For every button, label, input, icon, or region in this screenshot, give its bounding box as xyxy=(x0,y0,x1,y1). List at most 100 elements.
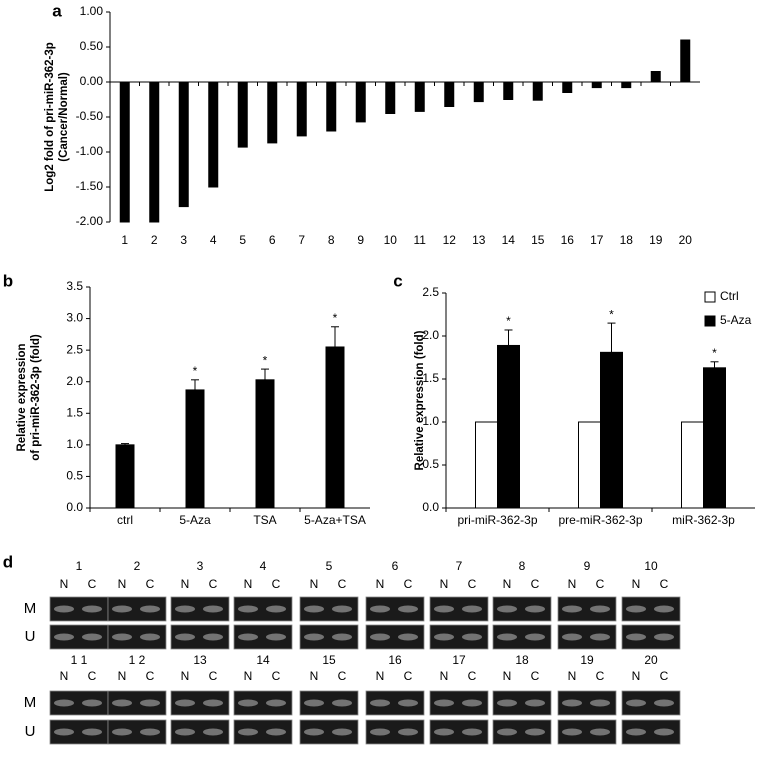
gel-band xyxy=(497,699,517,707)
column-label: N xyxy=(60,577,69,591)
gel-band xyxy=(370,605,390,613)
gel-band xyxy=(203,728,223,736)
gel-band xyxy=(462,633,482,641)
x-tick-label: 10 xyxy=(384,233,398,247)
column-label: C xyxy=(146,577,155,591)
lane-label: 4 xyxy=(260,559,267,573)
gel-band xyxy=(140,605,160,613)
gel-band xyxy=(370,699,390,707)
column-label: N xyxy=(181,669,190,683)
y-axis-label: Relative expression (fold) xyxy=(414,330,426,470)
gel-band xyxy=(525,728,545,736)
lane-label: 16 xyxy=(388,653,402,667)
bar xyxy=(703,367,726,509)
x-tick-label: 1 xyxy=(121,233,128,247)
y-tick-label: 1.5 xyxy=(422,371,439,385)
gel-band xyxy=(112,728,132,736)
gel-band xyxy=(140,728,160,736)
bar xyxy=(119,81,130,223)
x-tick-label: 12 xyxy=(443,233,457,247)
x-tick-label: 2 xyxy=(151,233,158,247)
lane-label: 1 xyxy=(76,559,83,573)
y-tick-label: 2.5 xyxy=(66,342,83,356)
gel-band xyxy=(304,699,324,707)
gel-band xyxy=(654,728,674,736)
column-label: N xyxy=(310,577,319,591)
gel-band xyxy=(434,728,454,736)
column-label: N xyxy=(244,669,253,683)
column-label: C xyxy=(660,577,669,591)
y-tick-label: 0.5 xyxy=(422,457,439,471)
gel-band xyxy=(140,699,160,707)
gel-band xyxy=(82,728,102,736)
bar xyxy=(578,421,601,509)
gel-band xyxy=(434,633,454,641)
column-label: C xyxy=(88,669,97,683)
x-tick-label: 18 xyxy=(620,233,634,247)
x-tick-label: 4 xyxy=(210,233,217,247)
x-tick-label: 5-Aza+TSA xyxy=(304,513,366,527)
gel-band xyxy=(175,728,195,736)
bar xyxy=(473,81,484,103)
column-label: N xyxy=(503,669,512,683)
y-axis-label: (Cancer/Normal) xyxy=(58,72,70,162)
panel-label: a xyxy=(52,1,62,20)
lane-label: 17 xyxy=(452,653,466,667)
bar xyxy=(562,81,573,93)
lane-label: 19 xyxy=(580,653,594,667)
column-label: N xyxy=(244,577,253,591)
bar xyxy=(650,71,661,83)
column-label: C xyxy=(88,577,97,591)
column-label: C xyxy=(468,577,477,591)
column-label: N xyxy=(310,669,319,683)
column-label: N xyxy=(503,577,512,591)
column-label: N xyxy=(440,669,449,683)
significance-mark: * xyxy=(333,311,338,325)
significance-mark: * xyxy=(193,364,198,378)
x-tick-label: 13 xyxy=(472,233,486,247)
gel-band xyxy=(398,699,418,707)
gel-band xyxy=(434,605,454,613)
column-label: N xyxy=(118,669,127,683)
y-tick-label: 1.0 xyxy=(66,437,83,451)
column-label: C xyxy=(468,669,477,683)
y-axis-label: Log2 fold of pri-miR-362-3p xyxy=(44,42,56,192)
gel-band xyxy=(525,633,545,641)
gel-band xyxy=(238,699,258,707)
column-label: N xyxy=(568,669,577,683)
gel-band xyxy=(462,699,482,707)
y-axis-label: Relative expression xyxy=(16,343,28,451)
gel-band xyxy=(304,633,324,641)
bar xyxy=(591,81,602,89)
column-label: C xyxy=(209,669,218,683)
lane-label: 2 xyxy=(134,559,141,573)
panel-label: b xyxy=(3,271,13,290)
gel-band xyxy=(112,605,132,613)
gel-band xyxy=(398,633,418,641)
x-tick-label: 7 xyxy=(298,233,305,247)
column-label: C xyxy=(272,577,281,591)
bar xyxy=(296,81,307,137)
panel-label: c xyxy=(393,271,402,290)
column-label: N xyxy=(60,669,69,683)
gel-band xyxy=(54,728,74,736)
gel-band xyxy=(54,633,74,641)
bar xyxy=(600,351,623,509)
gel-band xyxy=(562,605,582,613)
lane-label: 9 xyxy=(584,559,591,573)
gel-band xyxy=(525,605,545,613)
gel-band xyxy=(238,633,258,641)
y-tick-label: 1.00 xyxy=(80,4,104,18)
gel-band xyxy=(626,728,646,736)
column-label: N xyxy=(632,669,641,683)
gel-band xyxy=(82,605,102,613)
row-label: U xyxy=(25,723,36,740)
x-tick-label: pre-miR-362-3p xyxy=(558,513,642,527)
bar xyxy=(414,81,425,112)
gel-band xyxy=(626,633,646,641)
gel-band xyxy=(304,728,324,736)
gel-band xyxy=(562,633,582,641)
column-label: N xyxy=(181,577,190,591)
gel-band xyxy=(434,699,454,707)
gel-band xyxy=(304,605,324,613)
